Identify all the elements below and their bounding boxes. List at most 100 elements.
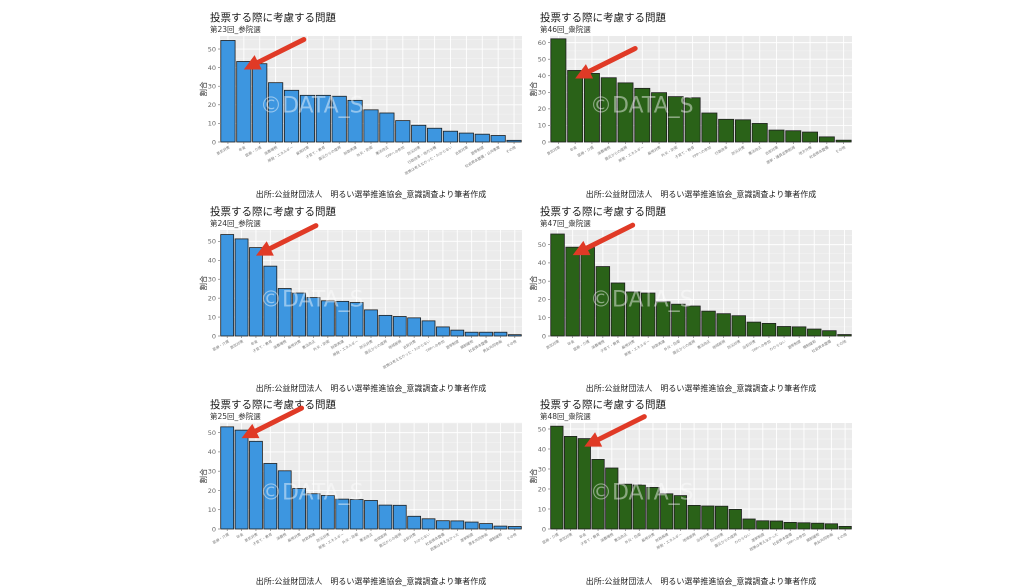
y-tick-label: 20 xyxy=(538,296,546,304)
y-tick-label: 50 xyxy=(538,241,546,249)
x-tick-label: 防災対策 xyxy=(730,144,745,156)
bar xyxy=(407,317,422,337)
chart-title: 投票する際に考慮する問題 xyxy=(210,205,336,218)
x-tick-label: 医療・介護 xyxy=(541,531,559,545)
x-tick-label: 景気対策 xyxy=(546,144,561,156)
bar xyxy=(479,523,493,530)
y-tick-label: 40 xyxy=(208,64,216,72)
x-tick-label: 防災対策 xyxy=(709,531,724,543)
source-caption: 出所:公益財団法人 明るい選挙推進協会_意識調査より筆者作成 xyxy=(256,576,487,586)
bar xyxy=(742,518,756,530)
bar xyxy=(785,130,802,143)
y-tick-label: 10 xyxy=(208,313,216,321)
x-tick-label: 選挙・議員定数削減 xyxy=(765,144,796,165)
chart-panel-24-upper-house: 投票する際に考慮する問題 第24回_参院選 0 10 20 30 40 50 医療・介護 景気対策… xyxy=(198,202,530,395)
x-tick-label: 憲法改正 xyxy=(613,531,628,543)
x-tick-label: その他 xyxy=(505,338,517,348)
watermark-text: ©DATA_S xyxy=(260,287,364,312)
bar xyxy=(577,438,591,530)
chart-panel-48-lower-house: 投票する際に考慮する問題 第48回_衆院選 0 10 20 30 40 50 医療・介護 景気対策… xyxy=(528,395,860,588)
y-tick-label: 50 xyxy=(538,55,546,63)
x-tick-label: 治安対策 xyxy=(695,531,710,543)
bar xyxy=(818,136,835,143)
y-tick-label: 30 xyxy=(208,467,216,475)
x-tick-label: 年金 xyxy=(578,531,587,539)
x-tick-label: 憲法改正 xyxy=(696,338,711,350)
bar xyxy=(769,520,784,530)
chart-subtitle: 第47回_衆院選 xyxy=(540,218,591,228)
x-tick-label: 憲法改正 xyxy=(747,144,762,156)
x-tick-label: 雇用対策 xyxy=(641,531,656,543)
bar xyxy=(407,515,422,530)
x-tick-label: 景気対策 xyxy=(244,531,259,543)
bar xyxy=(474,133,490,143)
x-tick-label: 震災からの復興 xyxy=(714,531,739,548)
highlight-arrow-head xyxy=(241,423,260,439)
y-tick-label: 0 xyxy=(212,525,216,533)
y-tick-label: 10 xyxy=(208,506,216,514)
x-tick-label: わからない xyxy=(768,338,786,352)
bar xyxy=(220,426,235,530)
chart-title: 投票する際に考慮する問題 xyxy=(210,11,336,24)
bar xyxy=(715,505,729,530)
x-tick-label: 消費増税 xyxy=(263,144,278,156)
bar xyxy=(716,313,731,337)
y-tick-label: 30 xyxy=(208,83,216,91)
x-tick-label: 財政再建 xyxy=(651,338,666,350)
bar xyxy=(783,522,797,530)
highlight-arrow-shaft xyxy=(584,222,636,251)
bar xyxy=(436,326,450,337)
y-tick-label: 50 xyxy=(208,429,216,437)
y-tick-label: 40 xyxy=(538,72,546,80)
y-tick-label: 30 xyxy=(538,89,546,97)
chart-subtitle: 第25回_参院選 xyxy=(210,411,261,421)
x-tick-label: 治安対策 xyxy=(402,531,417,543)
bar xyxy=(507,526,522,530)
x-tick-label: 消費増税 xyxy=(590,338,605,350)
y-tick-label: 10 xyxy=(208,120,216,128)
bar xyxy=(421,320,436,337)
x-tick-label: 消費増税 xyxy=(596,144,611,156)
x-tick-label: 治安対策 xyxy=(741,338,756,350)
x-tick-label: 地域振興 xyxy=(373,531,388,543)
y-tick-label: 10 xyxy=(538,314,546,322)
bar xyxy=(734,119,751,143)
x-tick-label: その他 xyxy=(834,144,846,154)
x-tick-label: 規制緩和 xyxy=(488,531,503,543)
y-tick-label: 20 xyxy=(208,294,216,302)
bar xyxy=(807,328,822,337)
y-axis-label: 割合 xyxy=(528,81,538,96)
x-tick-label: 雇用対策 xyxy=(287,531,302,543)
bar xyxy=(701,112,718,143)
bar xyxy=(450,329,465,337)
bar xyxy=(565,246,580,337)
x-tick-label: 年金 xyxy=(569,144,578,152)
x-tick-label: 財政再建 xyxy=(343,144,358,156)
highlight-arrow-head xyxy=(572,240,591,256)
x-tick-label: 治安対策 xyxy=(764,144,779,156)
x-tick-label: 年金 xyxy=(250,338,259,346)
plot-background xyxy=(550,36,852,142)
chart-subtitle: 第46回_衆院選 xyxy=(540,24,591,34)
chart-title: 投票する際に考慮する問題 xyxy=(540,398,666,411)
y-tick-label: 20 xyxy=(538,485,546,493)
x-tick-label: 年金 xyxy=(238,144,247,152)
chart-subtitle: 第24回_参院選 xyxy=(210,218,261,228)
x-tick-label: 防災対策 xyxy=(726,338,741,350)
bar xyxy=(802,131,819,143)
chart-title: 投票する際に考慮する問題 xyxy=(210,398,336,411)
x-tick-label: 財政再建 xyxy=(301,531,316,543)
bar xyxy=(450,520,465,530)
x-tick-label: 雇用対策 xyxy=(647,144,662,156)
highlight-arrow-shaft xyxy=(253,405,305,434)
chart-title: 投票する際に考慮する問題 xyxy=(540,11,666,24)
bar xyxy=(837,334,852,337)
x-tick-label: 規制緩和 xyxy=(805,531,820,543)
x-tick-label: 地域振興 xyxy=(682,531,697,543)
bar xyxy=(824,523,838,530)
highlight-arrow-head xyxy=(243,55,262,70)
y-tick-label: 50 xyxy=(538,425,546,433)
bar xyxy=(701,310,716,337)
